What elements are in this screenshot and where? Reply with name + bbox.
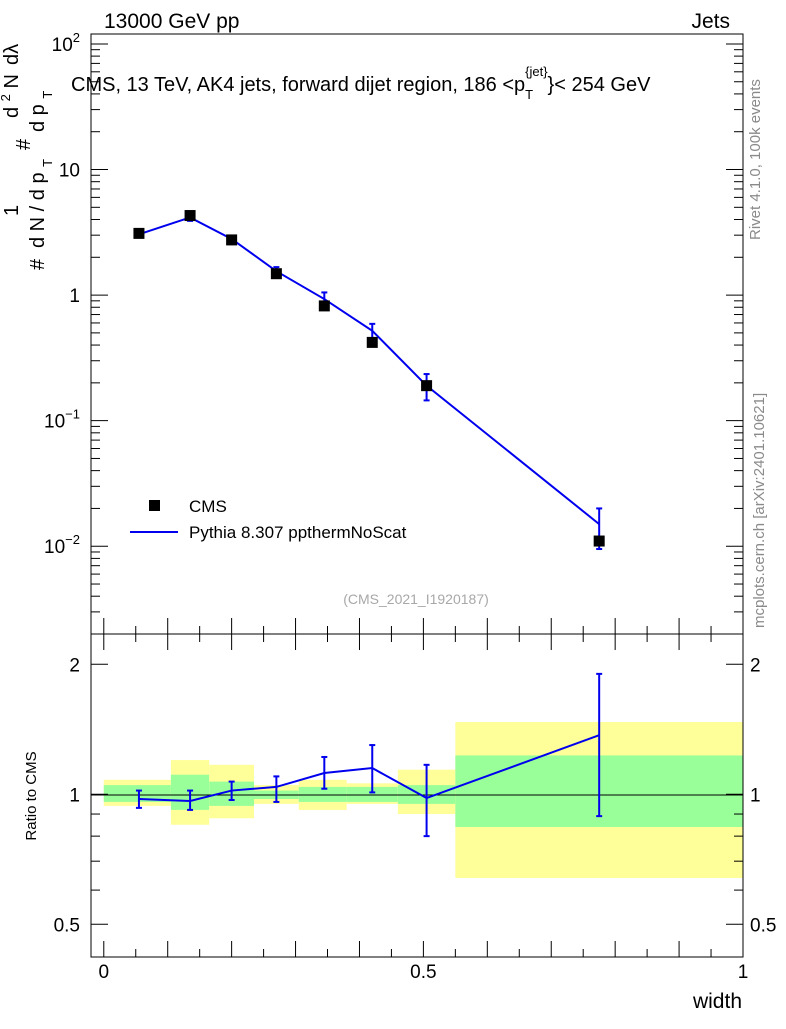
ylabel-two: 2: [0, 94, 13, 101]
uncertainty-band-green: [103, 785, 171, 802]
x-axis-label: width: [692, 990, 742, 1013]
ylabel-T-2: T: [40, 91, 55, 99]
ratio-y-tick-label-right: 2: [750, 655, 761, 676]
main-y-tick-label: 10−1: [44, 407, 80, 433]
main-panel: CMS, 13 TeV, AK4 jets, forward dijet reg…: [0, 30, 744, 635]
main-frame: [90, 33, 744, 635]
ylabel-hash: #: [27, 258, 49, 270]
header-left: 13000 GeV pp: [104, 10, 239, 33]
watermark: (CMS_2021_I1920187): [343, 591, 489, 607]
x-tick-label: 0: [98, 962, 109, 983]
ylabel-one: 1: [1, 205, 23, 216]
legend-label-pythia: Pythia 8.307 ppthermNoScat: [189, 523, 407, 542]
ratio-y-axis-label: Ratio to CMS: [23, 751, 40, 840]
ratio-y-tick-label-right: 0.5: [750, 915, 776, 936]
cms-point: [184, 210, 196, 222]
legend: CMS Pythia 8.307 ppthermNoScat: [130, 497, 407, 542]
ratio-y-tick-label: 2: [69, 655, 80, 676]
header-right: Jets: [691, 10, 730, 33]
cms-point: [318, 300, 330, 312]
title-tail: }< 254 GeV: [548, 74, 652, 96]
ratio-panel: 0.5 0.5 1 1 2 2 0 0.5 1 Ratio to CMS width: [23, 633, 776, 1013]
main-y-tick-label: 1: [69, 286, 80, 307]
x-tick-label: 1: [738, 962, 749, 983]
ratio-frame: [90, 633, 744, 958]
cms-point: [593, 535, 605, 547]
main-y-tick-label: 10−2: [44, 532, 80, 558]
main-y-tick-label: 102: [52, 30, 80, 56]
uncertainty-band-green: [346, 786, 398, 802]
ratio-line: [138, 734, 600, 802]
ratio-y-tick-label: 1: [69, 785, 80, 806]
mcplots-label: mcplots.cern.ch [arXiv:2401.10621]: [751, 393, 768, 628]
ylabel-dp: d p: [27, 104, 49, 132]
ylabel-den: d N / d p: [27, 172, 49, 248]
title-sup: {jet}: [525, 64, 548, 79]
ratio-y-tick-label-right: 1: [750, 785, 761, 806]
ylabel-numer: d: [1, 107, 23, 118]
cms-point: [133, 227, 145, 239]
ylabel-hash-2: #: [13, 138, 35, 150]
cms-point: [421, 380, 433, 392]
legend-marker-cms: [149, 500, 160, 511]
main-title: CMS, 13 TeV, AK4 jets, forward dijet reg…: [71, 64, 651, 102]
cms-point: [226, 234, 238, 246]
title-sub: T: [525, 87, 533, 102]
title-text: CMS, 13 TeV, AK4 jets, forward dijet reg…: [71, 74, 525, 96]
legend-label-cms: CMS: [189, 497, 227, 516]
ratio-y-tick-label: 0.5: [54, 915, 80, 936]
main-y-tick-label: 10: [59, 161, 80, 182]
ylabel-N: N: [1, 74, 23, 88]
ylabel-T: T: [40, 159, 55, 167]
cms-point: [270, 268, 282, 280]
pythia-line: [138, 216, 600, 525]
rivet-label: Rivet 4.1.0, 100k events: [747, 79, 764, 240]
x-tick-label: 0.5: [410, 962, 436, 983]
cms-point: [366, 336, 378, 348]
y-axis-label: # d N / d p T 1 # d 2 N d p T dλ: [0, 44, 57, 270]
ylabel-dlambda: dλ: [1, 44, 23, 65]
uncertainty-band-green: [298, 786, 347, 802]
